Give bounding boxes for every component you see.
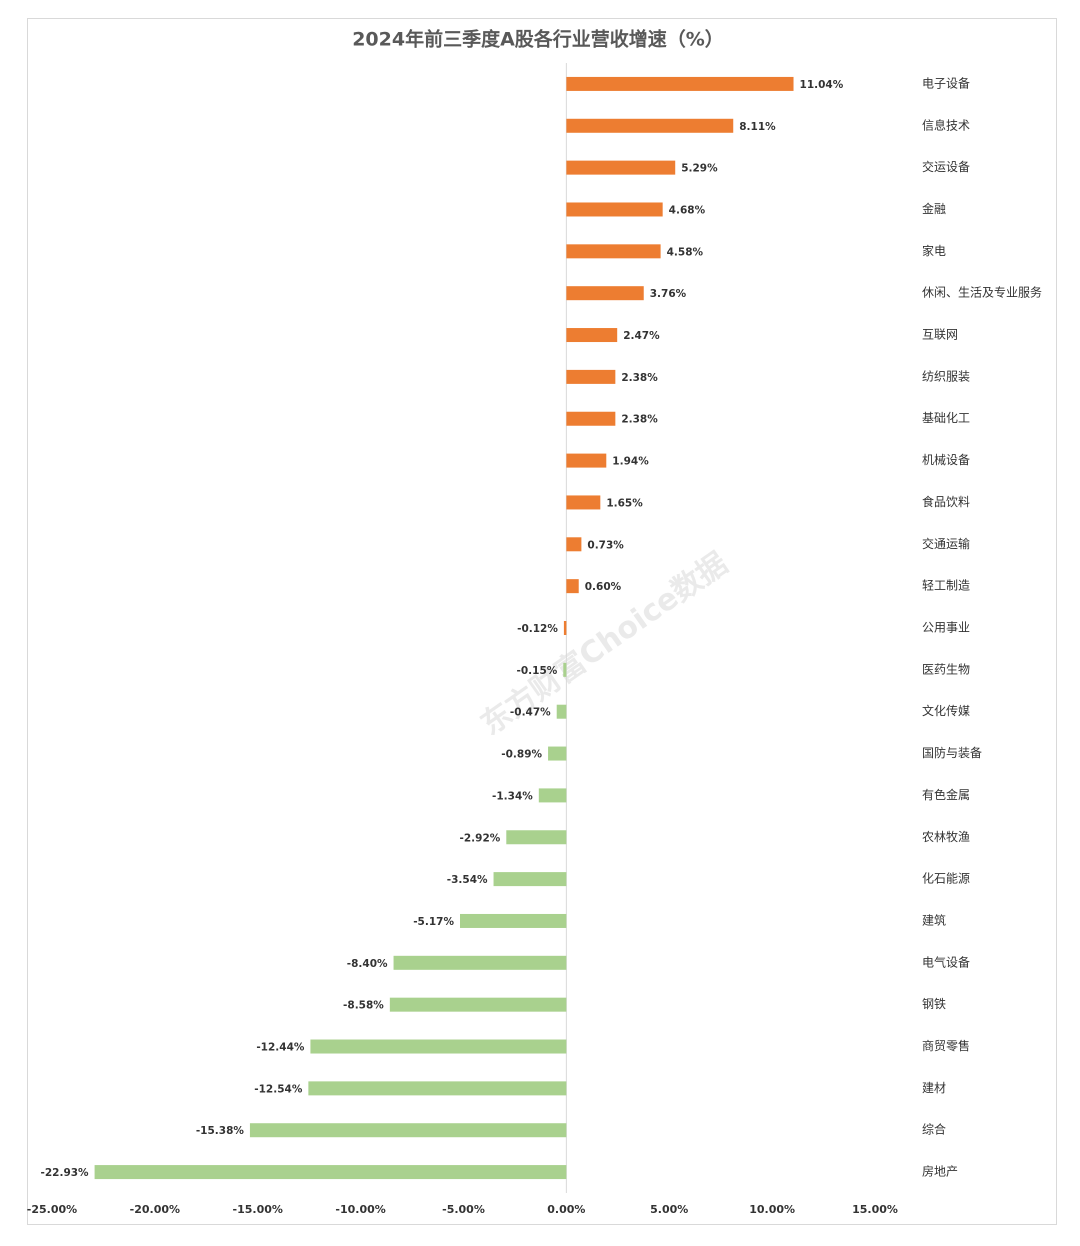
value-label: -12.54% bbox=[254, 1083, 303, 1095]
x-tick-label: 15.00% bbox=[852, 1203, 898, 1216]
value-label: 2.38% bbox=[621, 414, 658, 426]
value-label: -0.15% bbox=[516, 665, 557, 677]
bar bbox=[566, 495, 601, 510]
bar bbox=[538, 788, 567, 803]
category-label: 信息技术 bbox=[922, 117, 970, 132]
value-label: -0.12% bbox=[517, 623, 558, 635]
category-label: 电子设备 bbox=[922, 76, 970, 90]
bar bbox=[506, 830, 567, 845]
value-label: -0.47% bbox=[510, 707, 551, 719]
bar bbox=[566, 118, 734, 133]
bar bbox=[556, 704, 567, 719]
category-label: 公用事业 bbox=[922, 621, 970, 635]
bar bbox=[460, 913, 567, 928]
category-label: 医药生物 bbox=[922, 662, 970, 676]
bar bbox=[566, 411, 616, 426]
category-label: 综合 bbox=[922, 1122, 946, 1137]
chart-frame bbox=[27, 18, 1057, 1225]
category-label: 建筑 bbox=[922, 912, 946, 927]
category-label: 文化传媒 bbox=[922, 703, 970, 718]
value-label: 0.60% bbox=[585, 581, 622, 593]
category-label: 轻工制造 bbox=[922, 579, 970, 593]
category-label: 房地产 bbox=[922, 1164, 958, 1179]
value-label: -15.38% bbox=[196, 1125, 245, 1137]
category-label: 基础化工 bbox=[922, 411, 970, 425]
category-label: 钢铁 bbox=[922, 997, 946, 1011]
x-tick-label: -25.00% bbox=[27, 1203, 77, 1216]
category-label: 互联网 bbox=[922, 328, 958, 342]
category-label: 电气设备 bbox=[922, 954, 970, 969]
value-label: -8.58% bbox=[343, 1000, 384, 1012]
x-tick-label: 0.00% bbox=[547, 1203, 585, 1216]
value-label: -12.44% bbox=[256, 1042, 305, 1054]
value-label: 1.65% bbox=[606, 497, 643, 509]
category-label: 交通运输 bbox=[922, 536, 970, 551]
value-label: -0.89% bbox=[501, 749, 542, 761]
bar bbox=[566, 286, 644, 301]
category-label: 金融 bbox=[922, 201, 946, 216]
value-label: 4.68% bbox=[669, 204, 706, 216]
value-label: 1.94% bbox=[612, 456, 649, 468]
bar bbox=[566, 328, 618, 343]
value-label: -1.34% bbox=[492, 790, 533, 802]
x-tick-label: -20.00% bbox=[130, 1203, 180, 1216]
category-label: 化石能源 bbox=[922, 872, 970, 886]
category-label: 商贸零售 bbox=[922, 1038, 970, 1053]
bar bbox=[566, 244, 661, 259]
x-tick-label: -5.00% bbox=[442, 1203, 485, 1216]
category-label: 国防与装备 bbox=[922, 745, 982, 760]
category-label: 纺织服装 bbox=[922, 369, 970, 383]
category-label: 交运设备 bbox=[922, 159, 970, 174]
x-tick-label: -15.00% bbox=[233, 1203, 283, 1216]
value-label: -22.93% bbox=[40, 1167, 89, 1179]
category-label: 机械设备 bbox=[922, 452, 970, 467]
bar bbox=[566, 579, 579, 594]
bar bbox=[563, 662, 567, 677]
x-tick-label: 5.00% bbox=[650, 1203, 688, 1216]
bar bbox=[566, 202, 663, 217]
bar bbox=[393, 955, 567, 970]
bar bbox=[566, 160, 676, 175]
x-tick-label: -10.00% bbox=[335, 1203, 385, 1216]
x-tick-label: 10.00% bbox=[749, 1203, 795, 1216]
bar bbox=[566, 537, 582, 552]
value-label: 3.76% bbox=[650, 288, 687, 300]
category-label: 有色金属 bbox=[922, 787, 970, 802]
value-label: -2.92% bbox=[459, 832, 500, 844]
value-label: -8.40% bbox=[347, 958, 388, 970]
bar bbox=[563, 621, 567, 635]
value-label: 8.11% bbox=[739, 121, 776, 133]
bar bbox=[310, 1039, 567, 1054]
category-label: 休闲、生活及专业服务 bbox=[922, 285, 1042, 300]
bar bbox=[308, 1081, 567, 1096]
bar bbox=[566, 369, 616, 384]
chart-title: 2024年前三季度A股各行业营收增速（%） bbox=[352, 28, 724, 51]
category-label: 家电 bbox=[922, 243, 946, 258]
value-label: 11.04% bbox=[800, 79, 844, 91]
value-label: 4.58% bbox=[667, 246, 704, 258]
value-label: -3.54% bbox=[447, 874, 488, 886]
bar bbox=[94, 1165, 567, 1180]
bar bbox=[389, 997, 567, 1012]
value-label: -5.17% bbox=[413, 916, 454, 928]
value-label: 5.29% bbox=[681, 163, 718, 175]
value-label: 2.38% bbox=[621, 372, 658, 384]
bar bbox=[566, 453, 607, 468]
bar bbox=[249, 1123, 567, 1138]
category-label: 食品饮料 bbox=[922, 494, 970, 509]
bar bbox=[493, 872, 567, 887]
value-label: 0.73% bbox=[587, 539, 624, 551]
value-label: 2.47% bbox=[623, 330, 660, 342]
bar bbox=[548, 746, 567, 761]
bar bbox=[566, 76, 794, 91]
category-label: 建材 bbox=[922, 1081, 946, 1095]
category-label: 农林牧渔 bbox=[922, 830, 970, 844]
